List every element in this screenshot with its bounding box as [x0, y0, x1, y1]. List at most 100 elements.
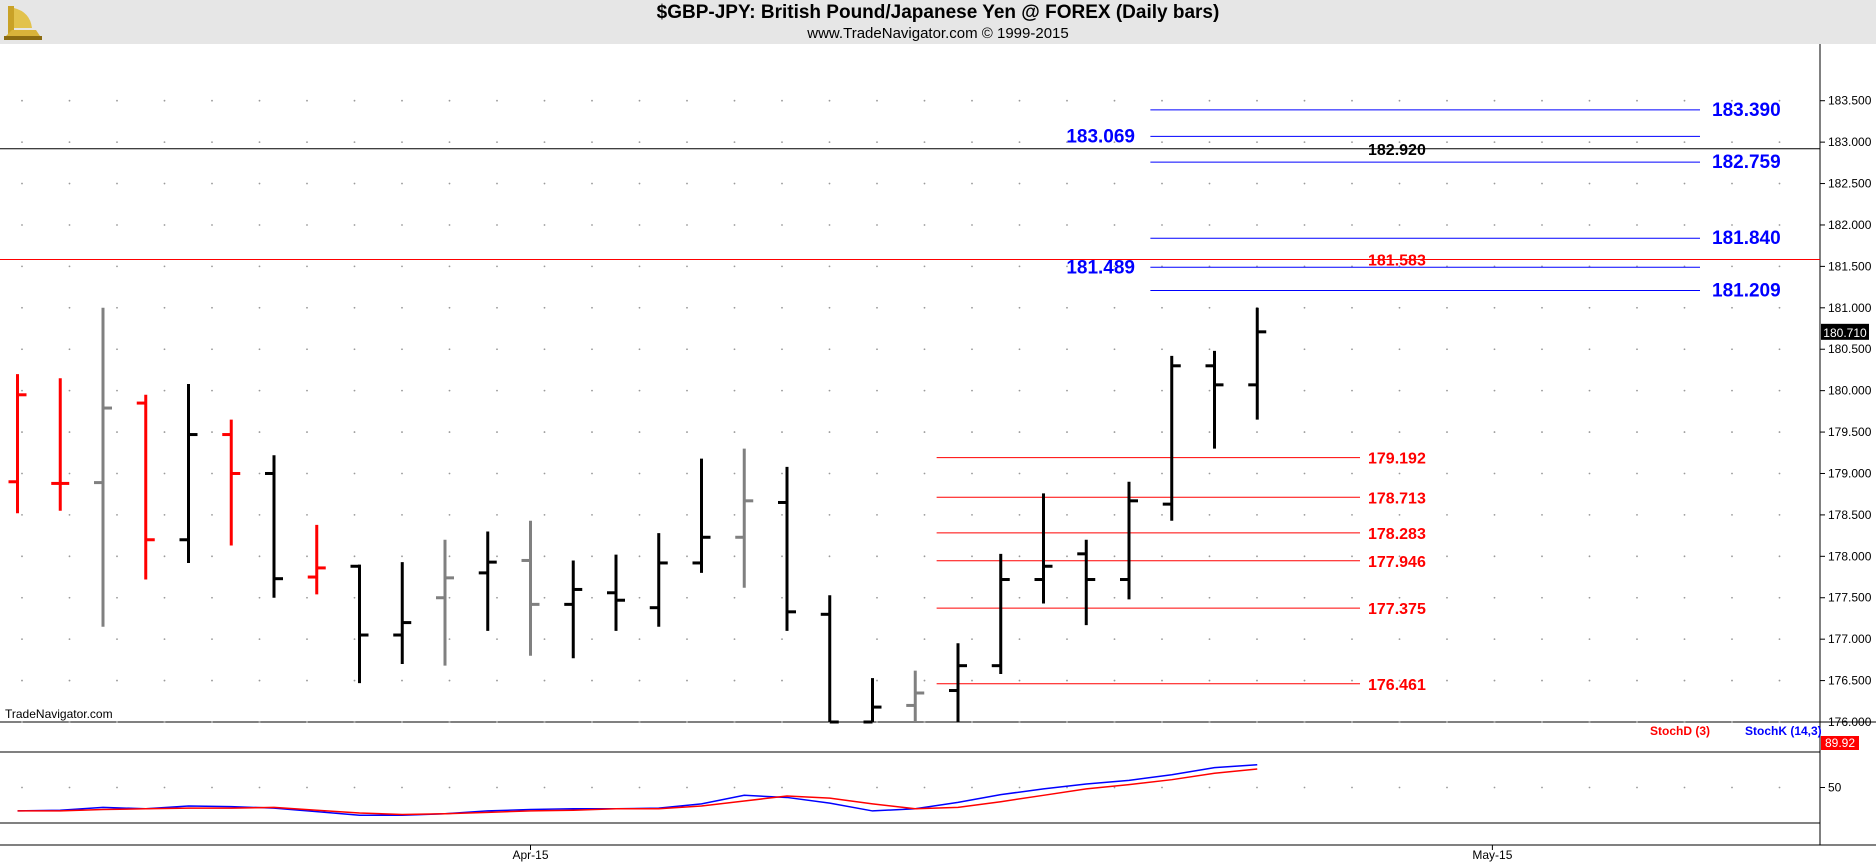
grid-dot [1256, 786, 1258, 789]
grid-dot [923, 786, 926, 789]
grid-dot [1588, 679, 1591, 682]
grid-dot [543, 638, 546, 641]
grid-dot [781, 679, 783, 682]
grid-dot [923, 306, 926, 309]
grid-dot [733, 348, 736, 351]
y-tick-label: 178.500 [1828, 508, 1872, 522]
grid-dot [686, 596, 688, 599]
level-label: 181.209 [1712, 280, 1781, 301]
grid-dot [591, 555, 593, 558]
grid-dot [258, 431, 261, 433]
grid-dot [638, 596, 641, 599]
grid-dot [306, 141, 308, 144]
grid-dot [401, 265, 403, 268]
grid-dot [1256, 431, 1258, 433]
grid-dot [1018, 596, 1021, 599]
grid-dot [1018, 389, 1021, 392]
grid-dot [1256, 721, 1258, 723]
grid-dot [1588, 786, 1591, 789]
grid-dot [1778, 786, 1781, 789]
grid-dot [591, 224, 593, 226]
grid-dot [733, 224, 736, 226]
grid-dot [211, 679, 213, 682]
grid-dot [971, 721, 973, 723]
grid-dot [163, 265, 166, 268]
grid-dot [353, 721, 356, 723]
grid-dot [1398, 721, 1401, 723]
grid-dot [971, 224, 973, 226]
grid-dot [828, 141, 831, 144]
grid-dot [1113, 224, 1116, 226]
grid-dot [828, 786, 831, 789]
grid-dot [1778, 141, 1781, 144]
grid-dot [1446, 679, 1448, 682]
grid-dot [1066, 389, 1068, 392]
grid-dot [638, 99, 641, 102]
grid-dot [591, 182, 593, 185]
grid-dot [1208, 99, 1211, 102]
grid-dot [116, 431, 118, 433]
grid-dot [1493, 638, 1496, 641]
grid-dot [353, 679, 356, 682]
grid-dot [1493, 555, 1496, 558]
grid-dot [448, 596, 451, 599]
osc-tick-label: 50 [1828, 781, 1842, 795]
grid-dot [923, 265, 926, 268]
grid-dot [258, 514, 261, 516]
grid-dot [1398, 679, 1401, 682]
grid-dot [1018, 555, 1021, 558]
grid-dot [923, 431, 926, 433]
grid-dot [1066, 596, 1068, 599]
grid-dot [686, 265, 688, 268]
grid-dot [781, 638, 783, 641]
grid-dot [163, 786, 166, 789]
grid-dot [211, 555, 213, 558]
grid-dot [1493, 306, 1496, 309]
grid-dot [448, 348, 451, 351]
grid-dot [211, 638, 213, 641]
grid-dot [211, 182, 213, 185]
grid-dot [21, 638, 23, 641]
grid-dot [781, 472, 783, 475]
grid-dot [1161, 555, 1163, 558]
grid-dot [1161, 431, 1163, 433]
grid-dot [401, 514, 403, 516]
grid-dot [781, 141, 783, 144]
level-label: 182.759 [1712, 152, 1781, 173]
grid-dot [1303, 721, 1306, 723]
grid-dot [1541, 514, 1543, 516]
grid-dot [733, 306, 736, 309]
grid-dot [1683, 638, 1686, 641]
grid-dot [1256, 472, 1258, 475]
grid-dot [496, 679, 498, 682]
grid-dot [1541, 786, 1543, 789]
grid-dot [258, 306, 261, 309]
grid-dot [543, 389, 546, 392]
grid-dot [163, 389, 166, 392]
grid-dot [828, 265, 831, 268]
grid-dot [638, 141, 641, 144]
grid-dot [1683, 182, 1686, 185]
level-label: 183.390 [1712, 100, 1781, 121]
grid-dot [1066, 431, 1068, 433]
stoch-readout-label: 89.92 [1825, 736, 1855, 750]
grid-dot [828, 555, 831, 558]
grid-dot [876, 348, 878, 351]
grid-dot [258, 596, 261, 599]
grid-dot [1588, 182, 1591, 185]
grid-dot [1303, 555, 1306, 558]
grid-dot [1778, 182, 1781, 185]
y-tick-label: 181.000 [1828, 301, 1872, 315]
grid-dot [496, 99, 498, 102]
grid-dot [781, 224, 783, 226]
grid-dot [1208, 679, 1211, 682]
grid-dot [1588, 348, 1591, 351]
grid-dot [353, 99, 356, 102]
grid-dot [1018, 182, 1021, 185]
grid-dot [1541, 679, 1543, 682]
grid-dot [21, 389, 23, 392]
grid-dot [733, 389, 736, 392]
grid-dot [163, 348, 166, 351]
level-label: 178.283 [1368, 526, 1426, 543]
